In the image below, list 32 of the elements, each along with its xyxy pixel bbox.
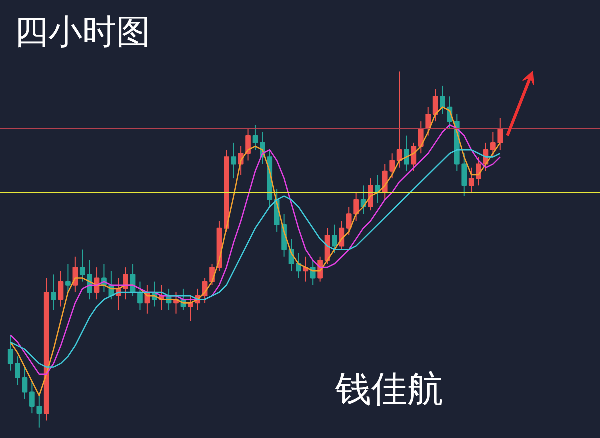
candlestick	[490, 132, 496, 158]
candlestick	[51, 274, 56, 311]
candlestick	[66, 264, 71, 293]
candlestick	[462, 153, 468, 197]
candlestick	[15, 356, 20, 386]
candlestick	[231, 142, 237, 180]
candlestick	[426, 106, 432, 136]
candlestick	[123, 267, 128, 300]
candlestick	[296, 252, 302, 279]
candlestick	[346, 206, 352, 236]
candlestick	[404, 135, 410, 172]
candlestick	[390, 153, 395, 180]
candlestick	[432, 89, 438, 122]
candlestick	[252, 124, 258, 151]
candlestick	[138, 281, 143, 311]
candlestick	[8, 334, 14, 372]
candlestick	[58, 270, 64, 308]
candlestick	[246, 128, 251, 162]
candlestick	[440, 85, 446, 115]
candlestick	[468, 167, 474, 194]
candlestick	[310, 260, 316, 286]
candlestick	[80, 249, 86, 282]
chart-title: 四小时图	[14, 12, 150, 52]
annotation: 钱佳航	[334, 370, 444, 410]
candlestick	[36, 392, 42, 428]
candlestick	[22, 366, 28, 400]
candlestick	[72, 256, 78, 293]
candlestick	[332, 224, 338, 254]
candlestick	[476, 156, 482, 186]
candlestick	[498, 118, 504, 151]
candlestick	[354, 192, 359, 222]
candlestick	[30, 381, 35, 414]
